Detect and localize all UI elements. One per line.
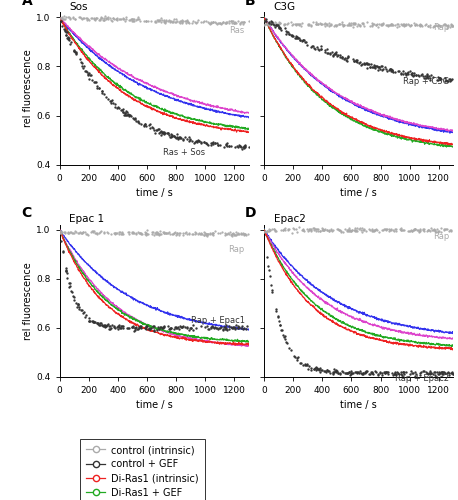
X-axis label: time / s: time / s xyxy=(340,400,377,410)
Text: Rap: Rap xyxy=(433,232,449,241)
Text: Rap + C3G: Rap + C3G xyxy=(403,76,449,86)
Text: A: A xyxy=(22,0,33,8)
Legend: control (intrinsic), control + GEF, Di-Ras1 (intrinsic), Di-Ras1 + GEF, Di-Ras2 : control (intrinsic), control + GEF, Di-R… xyxy=(80,439,205,500)
Text: Sos: Sos xyxy=(69,2,87,12)
Text: D: D xyxy=(245,206,256,220)
Text: Ras + Sos: Ras + Sos xyxy=(163,148,205,158)
Y-axis label: rel fluorescence: rel fluorescence xyxy=(23,262,33,340)
Text: B: B xyxy=(245,0,256,8)
Text: Rap: Rap xyxy=(433,23,449,32)
X-axis label: time / s: time / s xyxy=(136,400,173,410)
Y-axis label: rel fluorescence: rel fluorescence xyxy=(23,50,33,128)
Text: Epac 1: Epac 1 xyxy=(69,214,104,224)
Text: C: C xyxy=(22,206,32,220)
X-axis label: time / s: time / s xyxy=(136,188,173,198)
Text: Rap: Rap xyxy=(228,245,245,254)
Text: Epac2: Epac2 xyxy=(273,214,305,224)
Text: Rap + Epac1: Rap + Epac1 xyxy=(191,316,245,326)
Text: Rap + Epac2: Rap + Epac2 xyxy=(395,374,449,384)
Text: Ras: Ras xyxy=(229,26,245,35)
X-axis label: time / s: time / s xyxy=(340,188,377,198)
Text: C3G: C3G xyxy=(273,2,296,12)
